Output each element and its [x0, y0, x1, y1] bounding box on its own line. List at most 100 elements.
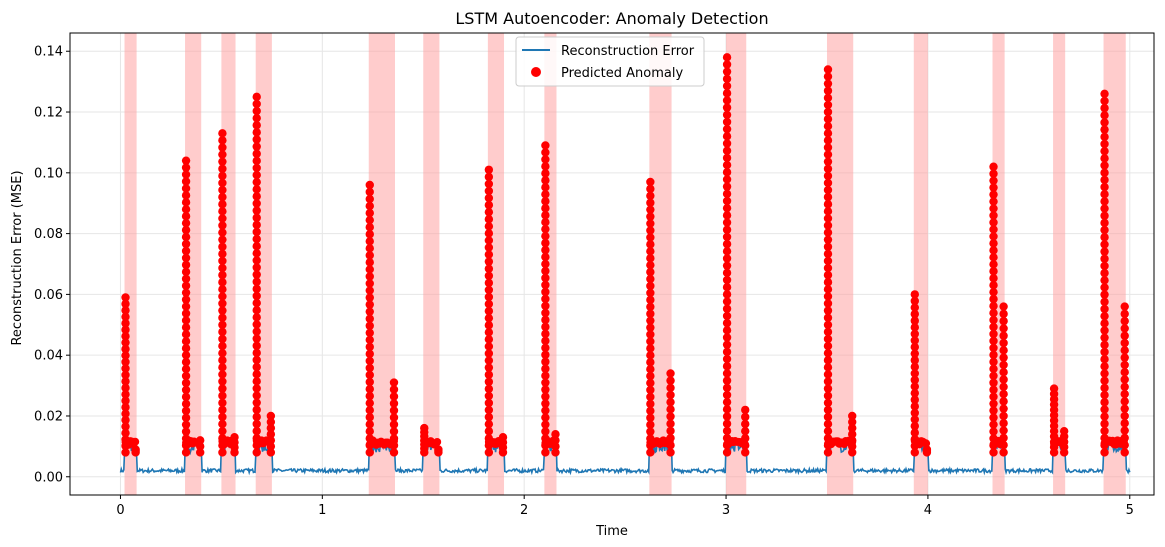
anomaly-point [646, 399, 655, 409]
anomaly-point [181, 177, 191, 186]
anomaly-point [646, 344, 655, 353]
axes-frame [69, 32, 1155, 496]
anomaly-point [666, 419, 675, 428]
anomaly-span [1053, 33, 1066, 495]
anomaly-point [541, 364, 550, 373]
anomaly-point [365, 377, 374, 387]
anomaly-point [722, 333, 732, 342]
anomaly-point [484, 215, 494, 224]
anomaly-point [541, 378, 550, 387]
anomaly-point [252, 398, 261, 407]
anomaly-point [433, 437, 442, 446]
anomaly-point [646, 371, 655, 381]
anomaly-point [541, 287, 550, 297]
anomaly-point [989, 183, 998, 192]
anomaly-point [218, 363, 227, 372]
anomaly-point [484, 285, 494, 295]
anomaly-point [389, 448, 399, 457]
anomaly-point [365, 406, 374, 415]
anomaly-point [722, 268, 732, 278]
anomaly-point [989, 364, 998, 374]
anomaly-point [1100, 175, 1109, 185]
anomaly-point [420, 423, 429, 433]
anomaly-point [999, 324, 1008, 333]
anomaly-point [252, 277, 261, 286]
anomaly-point [484, 356, 494, 365]
anomaly-point [551, 448, 560, 457]
anomaly-point [541, 315, 550, 325]
anomaly-point [541, 245, 550, 255]
y-tick-label: 0.02 [34, 409, 63, 424]
anomaly-point [999, 316, 1008, 326]
anomaly-point [646, 198, 655, 207]
anomaly-point [541, 399, 550, 408]
anomaly-point [218, 412, 227, 422]
anomaly-point [740, 440, 749, 449]
anomaly-point [1100, 419, 1109, 428]
anomaly-point [181, 156, 191, 165]
anomaly-point [989, 420, 998, 429]
anomaly-point [646, 274, 655, 284]
anomaly-point [541, 301, 550, 311]
anomaly-point [266, 411, 276, 421]
anomaly-span [1103, 33, 1126, 495]
anomaly-point [722, 96, 732, 105]
anomaly-point [497, 438, 506, 447]
y-tick-label: 0.08 [34, 227, 63, 242]
anomaly-point [722, 362, 732, 371]
anomaly-point [121, 351, 130, 360]
anomaly-point [999, 426, 1008, 435]
anomaly-point [989, 357, 998, 367]
anomaly-point [1120, 331, 1129, 340]
anomaly-point [910, 323, 919, 332]
anomaly-point [722, 189, 732, 199]
anomaly-point [389, 427, 399, 436]
anomaly-point [218, 242, 227, 251]
anomaly-point [365, 293, 374, 302]
anomaly-point [181, 288, 191, 297]
anomaly-point [484, 321, 494, 330]
anomaly-point [121, 357, 130, 367]
anomaly-point [252, 355, 261, 365]
anomaly-point [252, 405, 261, 414]
anomaly-point [1100, 297, 1109, 307]
anomaly-point [646, 309, 655, 318]
anomaly-point [218, 299, 227, 308]
anomaly-point [646, 413, 655, 422]
anomaly-point [484, 370, 494, 379]
anomaly-point [541, 336, 550, 346]
anomaly-point [823, 185, 833, 195]
anomaly-point [181, 302, 191, 311]
anomaly-point [666, 376, 675, 385]
anomaly-point [484, 342, 494, 351]
anomaly-point [646, 184, 655, 194]
anomaly-point [365, 448, 374, 457]
anomaly-point [1100, 154, 1109, 163]
anomaly-point [1100, 211, 1109, 220]
anomaly-point [218, 228, 227, 237]
anomaly-point [646, 351, 655, 360]
anomaly-point [484, 448, 494, 457]
anomaly-point [541, 259, 550, 269]
anomaly-point [1059, 437, 1068, 446]
anomaly-point [365, 215, 374, 225]
anomaly-point [252, 99, 261, 109]
y-tick-label: 0.14 [34, 45, 63, 60]
anomaly-point [541, 176, 550, 185]
anomaly-point [252, 199, 261, 208]
anomaly-point [823, 391, 833, 400]
anomaly-point [181, 225, 191, 235]
anomaly-point [989, 308, 998, 318]
anomaly-point [541, 197, 550, 206]
anomaly-point [989, 267, 998, 276]
anomaly-point [551, 430, 560, 439]
anomaly-point [218, 327, 227, 337]
anomaly-point [365, 314, 374, 323]
anomaly-point [999, 331, 1008, 340]
anomaly-point [365, 279, 374, 288]
anomaly-point [365, 187, 374, 197]
x-tick-label: 0 [116, 503, 124, 518]
anomaly-point [252, 241, 261, 251]
anomaly-point [989, 448, 998, 457]
anomaly-point [252, 106, 261, 116]
